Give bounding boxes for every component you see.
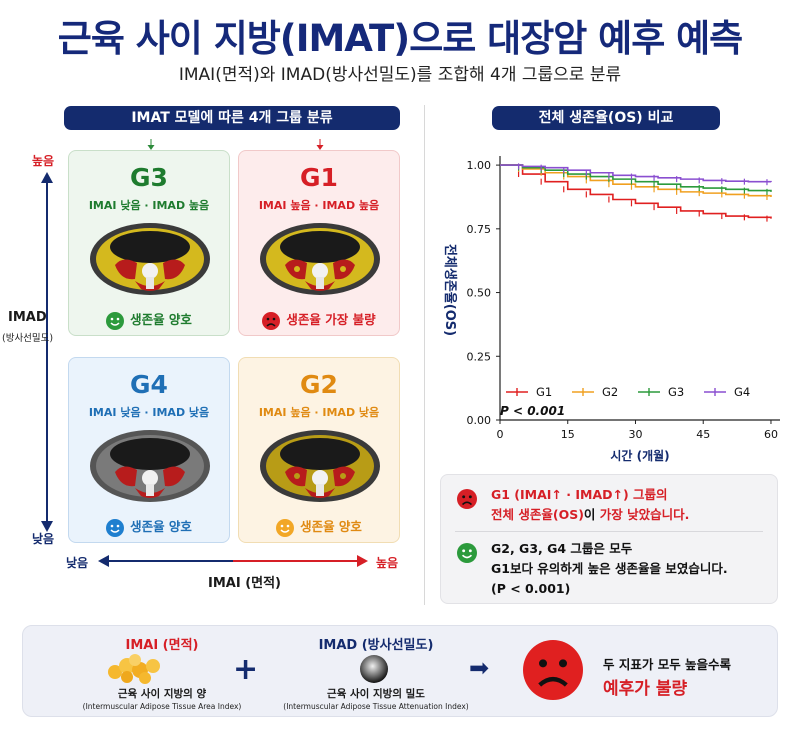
- x-axis-high-label: 높음: [376, 556, 399, 570]
- page-title: 근육 사이 지방(IMAT)으로 대장암 예후 예측: [57, 17, 743, 60]
- imai-en: (Intermuscular Adipose Tissue Area Index…: [82, 702, 242, 711]
- group-outcome-text: 생존율 양호: [130, 519, 192, 534]
- group-outcome-text: 생존율 양호: [300, 519, 362, 534]
- conclusion-top: 두 지표가 모두 높을수록: [603, 657, 732, 672]
- summary-line-5: (P < 0.001): [491, 581, 571, 596]
- legend-label: G3: [668, 385, 684, 399]
- smile-face-icon: [457, 543, 477, 563]
- y-axis-high-label: 높음: [32, 154, 55, 168]
- group-name: G3: [130, 163, 168, 192]
- x-tick-label: 60: [764, 428, 778, 441]
- panel-divider: [424, 105, 425, 605]
- group-desc: IMAI 높음 · IMAD 낮음: [258, 406, 380, 419]
- density-gradient-icon: [360, 655, 388, 683]
- x-axis-arrow: [98, 555, 368, 567]
- summary-line-2: 전체 생존율(OS)이 가장 낮았습니다.: [491, 507, 690, 522]
- group-g4-card: G4 IMAI 낮음 · IMAD 낮음 생존율 양호: [68, 357, 230, 543]
- group-g3-card: G3 IMAI 낮음 · IMAD 높음 생존율 양호: [68, 150, 230, 336]
- conclusion-main: 예후가 불량: [603, 679, 688, 699]
- legend-item-g4: G4: [704, 385, 750, 399]
- sad-face-icon: [457, 489, 477, 509]
- y-tick-label: 0.25: [467, 350, 492, 363]
- imad-title: IMAD (방사선밀도): [318, 638, 434, 653]
- legend-label: G2: [602, 385, 618, 399]
- y-tick-label: 1.00: [467, 159, 492, 172]
- arrow-down-icon: [316, 139, 324, 150]
- right-panel-label: 전체 생존율(OS) 비교: [492, 106, 720, 130]
- group-name: G2: [300, 370, 338, 399]
- arrow-right-icon: ➡: [469, 654, 490, 682]
- series-line-g3: [500, 164, 772, 192]
- y-tick-label: 0.75: [467, 223, 492, 236]
- group-name: G4: [130, 370, 168, 399]
- y-axis-title: IMAD: [8, 310, 47, 325]
- legend-label: G4: [734, 385, 750, 399]
- arrow-down-icon: [147, 139, 155, 150]
- sad-face-icon: [523, 640, 583, 700]
- group-desc: IMAI 높음 · IMAD 높음: [258, 199, 380, 212]
- smile-face-icon: [106, 311, 125, 330]
- summary-line-4: G1보다 유의하게 높은 생존율을 보였습니다.: [491, 561, 728, 576]
- group-outcome: 생존율 양호: [69, 309, 229, 330]
- smile-face-icon: [106, 518, 125, 537]
- x-tick-label: 45: [696, 428, 710, 441]
- legend-item-g2: G2: [572, 385, 618, 399]
- p-value-label: P < 0.001: [500, 404, 565, 418]
- imad-desc: 근육 사이 지방의 밀도: [327, 688, 425, 700]
- x-axis-label: 시간 (개월): [610, 448, 669, 463]
- series-line-g4: [500, 164, 772, 183]
- legend-label: G1: [536, 385, 552, 399]
- y-axis-arrow: [41, 172, 53, 532]
- group-outcome: 생존율 양호: [69, 516, 229, 537]
- ct-scan-icon: [260, 430, 380, 502]
- group-g2-card: G2 IMAI 높음 · IMAD 낮음 생존율 양호: [238, 357, 400, 543]
- legend-item-g1: G1: [506, 385, 552, 399]
- x-tick-label: 30: [628, 428, 642, 441]
- group-desc: IMAI 낮음 · IMAD 높음: [88, 199, 210, 212]
- bottom-summary-bar: IMAI (면적) 근육 사이 지방의 양 (Intermuscular Adi…: [22, 625, 778, 717]
- y-axis-low-label: 낮음: [32, 532, 55, 546]
- ct-scan-icon: [90, 430, 210, 502]
- imai-title: IMAI (면적): [125, 638, 199, 653]
- fat-cells-icon: [108, 654, 160, 684]
- series-line-g1: [500, 164, 772, 219]
- group-outcome-text: 생존율 양호: [130, 312, 192, 327]
- group-name: G1: [300, 163, 338, 192]
- survival-chart: 0.00 0.25 0.50 0.75 1.00 0 15 30 45 60 G1 G2 G3 G4 P…: [442, 156, 780, 463]
- ct-scan-icon: [90, 223, 210, 295]
- y-tick-label: 0.50: [467, 287, 492, 300]
- smile-face-icon: [276, 518, 295, 537]
- group-outcome: 생존율 가장 불량: [239, 309, 399, 330]
- group-outcome: 생존율 양호: [239, 516, 399, 537]
- y-axis-label: 전체생존율(OS): [442, 244, 458, 336]
- x-axis-title: IMAI (면적): [208, 576, 282, 591]
- summary-box: G1 (IMAI↑ · IMAD↑) 그룹의 전체 생존율(OS)이 가장 낮았…: [440, 474, 778, 604]
- legend-item-g3: G3: [638, 385, 684, 399]
- x-tick-label: 0: [497, 428, 504, 441]
- page-subtitle: IMAI(면적)와 IMAD(방사선밀도)를 조합해 4개 그룹으로 분류: [178, 65, 622, 85]
- summary-divider: [455, 531, 763, 532]
- plus-icon: +: [233, 652, 259, 687]
- imai-desc: 근육 사이 지방의 양: [117, 688, 207, 700]
- group-g1-card: G1 IMAI 높음 · IMAD 높음 생존율 가장 불량: [238, 150, 400, 336]
- summary-line-3: G2, G3, G4 그룹은 모두: [491, 541, 633, 556]
- ct-scan-icon: [260, 223, 380, 295]
- imad-en: (Intermuscular Adipose Tissue Attenuatio…: [283, 702, 469, 711]
- summary-line-1: G1 (IMAI↑ · IMAD↑) 그룹의: [491, 487, 668, 502]
- series-line-g2: [500, 164, 772, 197]
- x-tick-label: 15: [561, 428, 575, 441]
- x-axis-low-label: 낮음: [66, 556, 89, 570]
- left-panel-label: IMAT 모델에 따른 4개 그룹 분류: [64, 106, 400, 130]
- group-desc: IMAI 낮음 · IMAD 낮음: [88, 406, 210, 419]
- y-tick-label: 0.00: [467, 414, 492, 427]
- sad-face-icon: [262, 311, 281, 330]
- y-axis-subtitle: (방사선밀도): [2, 333, 54, 344]
- group-outcome-text: 생존율 가장 불량: [286, 312, 376, 327]
